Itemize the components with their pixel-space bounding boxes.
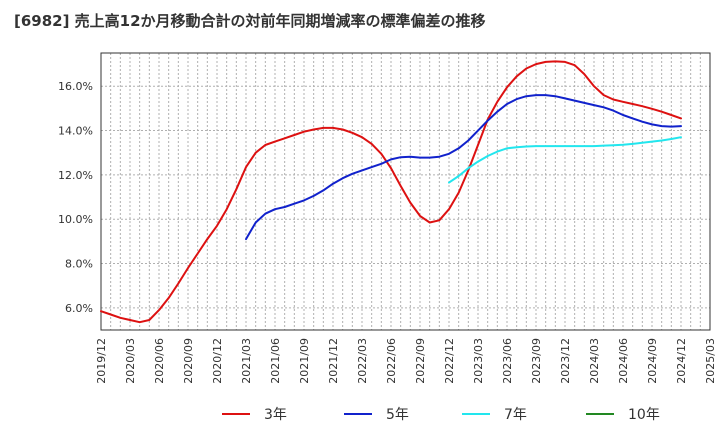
x-tick-label: 2020/03 (124, 338, 137, 384)
y-tick-label: 12.0% (58, 169, 93, 182)
series-line-7年 (448, 136, 682, 184)
x-tick-label: 2024/06 (617, 338, 630, 384)
series-line-5年 (245, 94, 682, 241)
x-tick-label: 2020/12 (211, 338, 224, 384)
legend-label: 5年 (386, 407, 409, 423)
y-tick-label: 6.0% (65, 302, 93, 315)
x-tick-label: 2023/12 (559, 338, 572, 384)
x-tick-label: 2022/06 (385, 338, 398, 384)
legend-label: 7年 (504, 407, 527, 423)
series-line-3年 (100, 60, 682, 324)
x-tick-label: 2022/12 (443, 338, 456, 384)
x-tick-label: 2024/03 (588, 338, 601, 384)
x-tick-label: 2021/06 (269, 338, 282, 384)
x-tick-label: 2022/03 (356, 338, 369, 384)
x-tick-label: 2023/06 (501, 338, 514, 384)
x-tick-label: 2024/09 (646, 338, 659, 384)
x-tick-label: 2024/12 (675, 338, 688, 384)
legend-label: 10年 (628, 407, 660, 423)
y-tick-label: 8.0% (65, 258, 93, 271)
x-tick-label: 2021/12 (327, 338, 340, 384)
x-tick-label: 2022/09 (414, 338, 427, 384)
x-tick-label: 2020/09 (182, 338, 195, 384)
x-tick-label: 2023/03 (472, 338, 485, 384)
x-tick-label: 2019/12 (95, 338, 108, 384)
y-tick-label: 14.0% (58, 125, 93, 138)
y-tick-label: 10.0% (58, 213, 93, 226)
x-tick-label: 2025/03 (704, 338, 717, 384)
plot-area (101, 53, 710, 330)
legend-label: 3年 (264, 407, 287, 423)
x-tick-label: 2021/09 (298, 338, 311, 384)
x-tick-label: 2021/03 (240, 338, 253, 384)
x-tick-label: 2020/06 (153, 338, 166, 384)
x-tick-label: 2023/09 (530, 338, 543, 384)
plot-frame (100, 52, 711, 331)
chart-title: [6982] 売上高12か月移動合計の対前年同期増減率の標準偏差の推移 (14, 12, 486, 30)
y-tick-label: 16.0% (58, 80, 93, 93)
